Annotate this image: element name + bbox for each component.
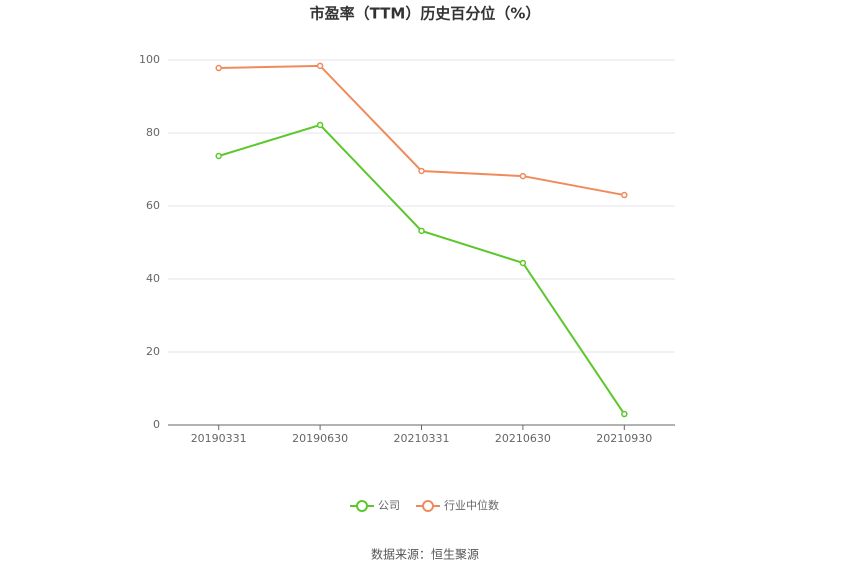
y-tick-label: 20 bbox=[146, 345, 160, 358]
y-tick-label: 100 bbox=[139, 53, 160, 66]
x-tick-label: 20190630 bbox=[292, 432, 348, 445]
data-point bbox=[621, 191, 628, 199]
source-note: 数据来源：恒生聚源 bbox=[371, 547, 479, 562]
chart-title: 市盈率（TTM）历史百分位（%） bbox=[310, 5, 541, 23]
x-tick-label: 20210630 bbox=[495, 432, 551, 445]
data-point bbox=[621, 410, 628, 418]
data-point bbox=[316, 62, 324, 70]
data-point bbox=[519, 259, 527, 267]
data-point bbox=[418, 167, 425, 175]
series-line bbox=[218, 64, 625, 197]
legend-marker bbox=[422, 500, 434, 512]
y-tick-label: 40 bbox=[146, 272, 160, 285]
y-tick-label: 0 bbox=[153, 418, 160, 431]
legend-label: 行业中位数 bbox=[444, 498, 499, 512]
x-tick-label: 20210930 bbox=[596, 432, 652, 445]
data-point bbox=[215, 152, 222, 160]
data-point bbox=[215, 64, 222, 72]
x-tick-label: 20190331 bbox=[191, 432, 247, 445]
data-point bbox=[519, 172, 527, 180]
data-point bbox=[316, 121, 324, 129]
x-tick-label: 20210331 bbox=[394, 432, 450, 445]
y-tick-label: 80 bbox=[146, 126, 160, 139]
legend-marker bbox=[356, 500, 368, 512]
legend-label: 公司 bbox=[378, 499, 400, 512]
data-point bbox=[418, 227, 425, 235]
y-tick-label: 60 bbox=[146, 199, 160, 212]
